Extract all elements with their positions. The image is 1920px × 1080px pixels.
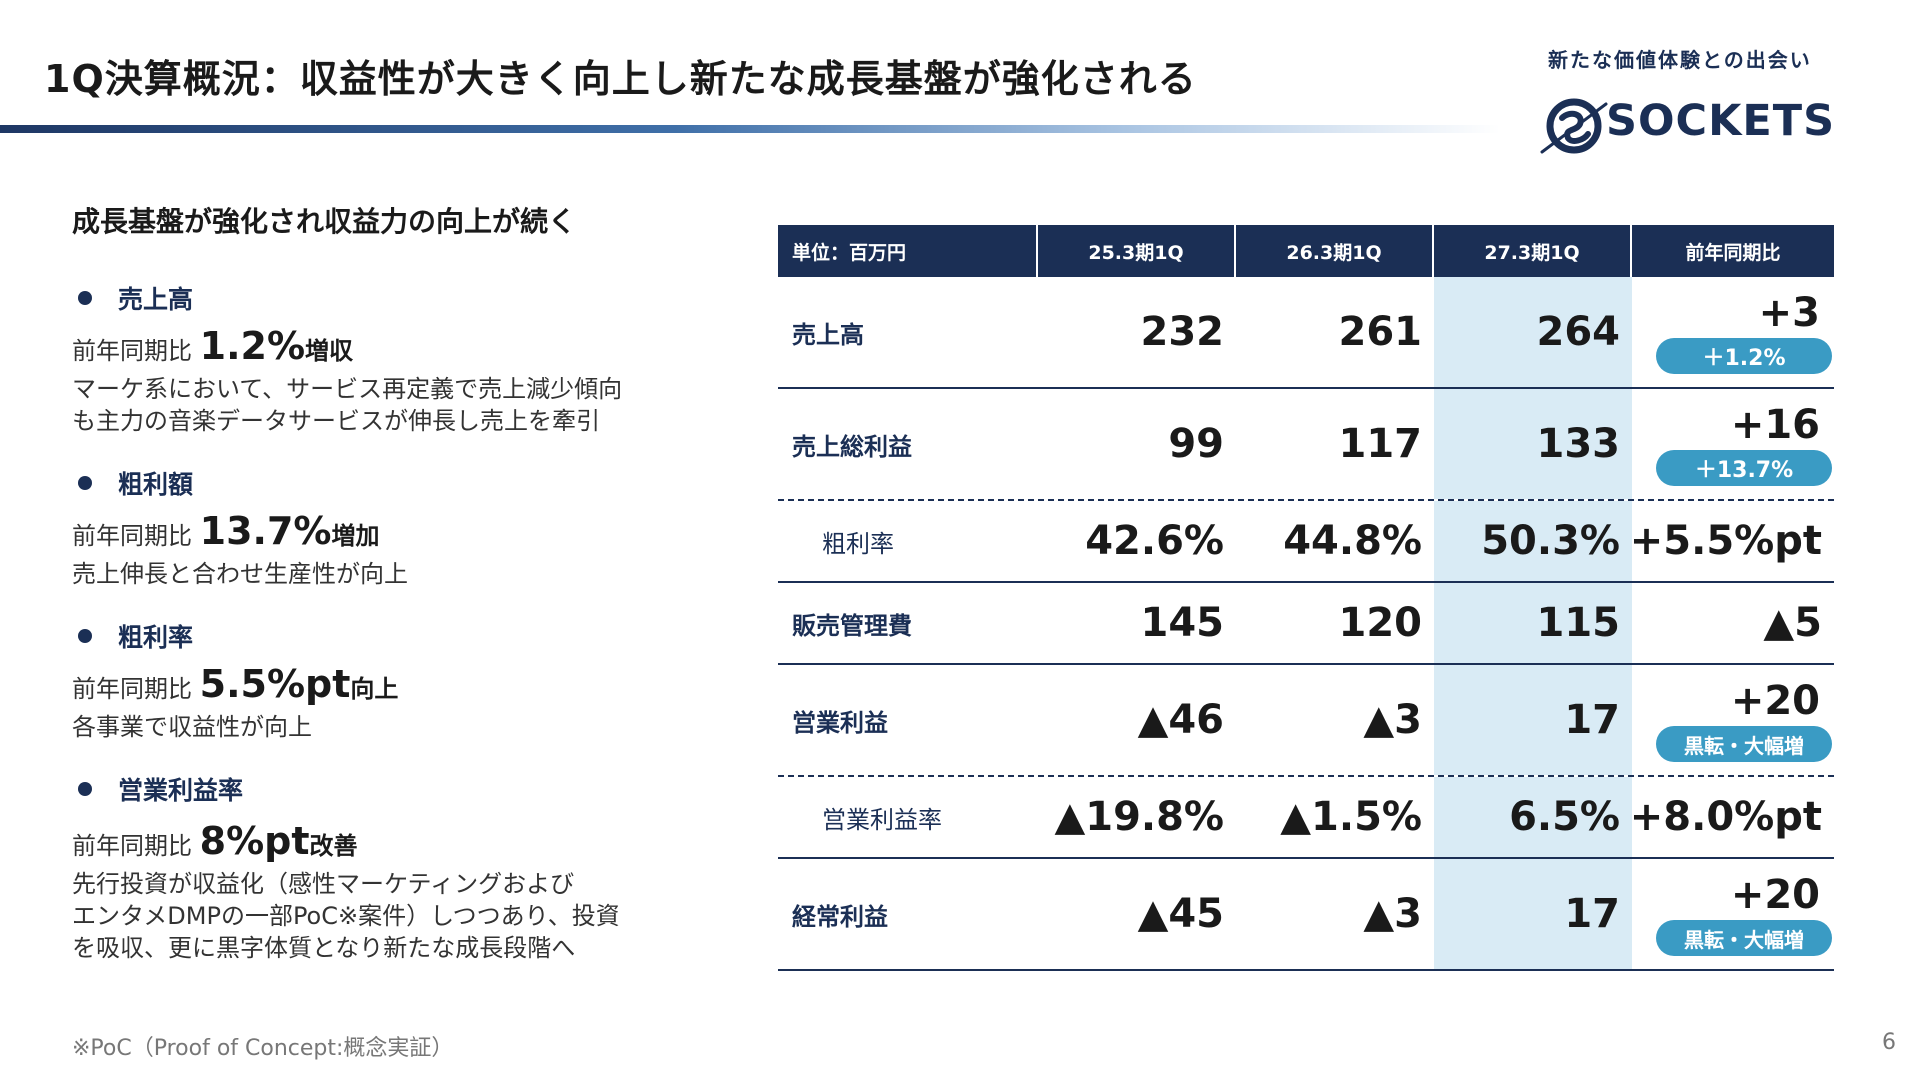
cell-yoy: +3 ＋1.2% xyxy=(1632,277,1834,387)
cell-value-current: 133 xyxy=(1434,389,1632,499)
cell-yoy: +20 黒転・大幅増 xyxy=(1632,665,1834,775)
bullet-icon xyxy=(78,476,92,490)
cell-value: ▲19.8% xyxy=(1054,794,1224,840)
yoy-diff: +16 xyxy=(1730,402,1820,448)
item-description: 各事業で収益性が向上 xyxy=(72,713,312,741)
cell-value-current: 17 xyxy=(1434,859,1632,969)
yoy-diff: +20 xyxy=(1730,678,1820,724)
item-heading: 粗利額 xyxy=(118,470,194,499)
sockets-logo: 新たな価値体験との出会い SOCKETS xyxy=(1540,44,1860,154)
cell-value: 261 xyxy=(1338,309,1423,355)
table-row: 粗利率 42.6% 44.8% 50.3% +5.5%pt xyxy=(778,501,1834,583)
logo-tagline: 新たな価値体験との出会い xyxy=(1548,48,1812,72)
cell-value: 99 xyxy=(1168,421,1224,467)
cell-value: ▲1.5% xyxy=(1280,794,1422,840)
summary-item-operating-margin: 営業利益率 前年同期比 8%pt改善 先行投資が収益化（感性マーケティングおよび… xyxy=(72,771,742,964)
summary-lead: 成長基盤が強化され収益力の向上が続く xyxy=(72,205,577,238)
page-number: 6 xyxy=(1882,1030,1896,1055)
cell-yoy: +5.5%pt xyxy=(1629,518,1822,564)
cell-value: 44.8% xyxy=(1283,518,1422,564)
table-row: 売上総利益 99 117 133 +16 ＋13.7% xyxy=(778,389,1834,501)
cell-value: ▲46 xyxy=(1137,697,1224,743)
cell-value-current: 17 xyxy=(1434,665,1632,775)
item-heading: 営業利益率 xyxy=(118,776,244,805)
bullet-icon xyxy=(78,291,92,305)
table-row: 経常利益 ▲45 ▲3 17 +20 黒転・大幅増 xyxy=(778,859,1834,971)
summary-item-gross-margin: 粗利率 前年同期比 5.5%pt向上 各事業で収益性が向上 xyxy=(72,618,742,743)
item-yoy: 前年同期比 5.5%pt向上 xyxy=(72,662,399,706)
cell-yoy: +16 ＋13.7% xyxy=(1632,389,1834,499)
item-yoy: 前年同期比 13.7%増加 xyxy=(72,509,380,553)
row-label: 営業利益率 xyxy=(822,805,942,834)
item-heading: 粗利率 xyxy=(118,623,194,652)
summary-item-sales: 売上高 前年同期比 1.2%増収 マーケ系において、サービス再定義で売上減少傾向… xyxy=(72,280,742,437)
cell-value-current: 264 xyxy=(1434,277,1632,387)
cell-value: ▲3 xyxy=(1363,697,1422,743)
table-header-cell: 25.3期1Q xyxy=(1038,225,1236,277)
row-label: 営業利益 xyxy=(792,708,888,737)
bullet-icon xyxy=(78,629,92,643)
table-header-cell: 前年同期比 xyxy=(1632,225,1834,277)
cell-value: 117 xyxy=(1338,421,1423,467)
table-row: 販売管理費 145 120 115 ▲5 xyxy=(778,583,1834,665)
financial-table: 単位：百万円 25.3期1Q 26.3期1Q 27.3期1Q 前年同期比 売上高… xyxy=(778,225,1834,971)
cell-value: 232 xyxy=(1140,309,1225,355)
cell-value: 145 xyxy=(1140,600,1225,646)
table-header-cell: 27.3期1Q xyxy=(1434,225,1632,277)
cell-value-current: 115 xyxy=(1434,583,1632,663)
yoy-badge: ＋13.7% xyxy=(1656,450,1832,486)
row-label: 経常利益 xyxy=(792,902,888,931)
page-title: 1Q決算概況：収益性が大きく向上し新たな成長基盤が強化される xyxy=(44,57,1197,101)
cell-value-current: 50.3% xyxy=(1434,501,1632,581)
item-description: 売上伸長と合わせ生産性が向上 xyxy=(72,560,408,588)
summary-item-gross-profit: 粗利額 前年同期比 13.7%増加 売上伸長と合わせ生産性が向上 xyxy=(72,465,742,590)
summary-panel: 成長基盤が強化され収益力の向上が続く 売上高 前年同期比 1.2%増収 マーケ系… xyxy=(72,200,742,992)
yoy-diff: +20 xyxy=(1730,872,1820,918)
cell-value: ▲45 xyxy=(1137,891,1224,937)
item-yoy: 前年同期比 1.2%増収 xyxy=(72,324,354,368)
row-label: 販売管理費 xyxy=(792,611,912,640)
row-label: 粗利率 xyxy=(822,529,894,558)
cell-yoy: +8.0%pt xyxy=(1629,794,1822,840)
yoy-badge: ＋1.2% xyxy=(1656,338,1832,374)
item-heading: 売上高 xyxy=(118,285,194,314)
sockets-logo-icon xyxy=(1540,98,1608,154)
item-yoy: 前年同期比 8%pt改善 xyxy=(72,819,358,863)
cell-yoy: +20 黒転・大幅増 xyxy=(1632,859,1834,969)
cell-value: 42.6% xyxy=(1085,518,1224,564)
footnote: ※PoC（Proof of Concept:概念実証） xyxy=(72,1036,454,1061)
item-description: 先行投資が収益化（感性マーケティングおよび エンタメDMPの一部PoC※案件）し… xyxy=(72,870,620,962)
cell-value: ▲3 xyxy=(1363,891,1422,937)
bullet-icon xyxy=(78,782,92,796)
yoy-diff: +3 xyxy=(1758,290,1820,336)
table-header-cell: 単位：百万円 xyxy=(778,225,1038,277)
yoy-badge: 黒転・大幅増 xyxy=(1656,726,1832,762)
yoy-badge: 黒転・大幅増 xyxy=(1656,920,1832,956)
row-label: 売上総利益 xyxy=(792,432,912,461)
row-label: 売上高 xyxy=(792,320,864,349)
table-header-row: 単位：百万円 25.3期1Q 26.3期1Q 27.3期1Q 前年同期比 xyxy=(778,225,1834,277)
table-row: 営業利益率 ▲19.8% ▲1.5% 6.5% +8.0%pt xyxy=(778,777,1834,859)
table-header-cell: 26.3期1Q xyxy=(1236,225,1434,277)
cell-value: 120 xyxy=(1338,600,1423,646)
table-row: 売上高 232 261 264 +3 ＋1.2% xyxy=(778,277,1834,389)
cell-value-current: 6.5% xyxy=(1434,777,1632,857)
cell-yoy: ▲5 xyxy=(1763,600,1822,646)
logo-wordmark: SOCKETS xyxy=(1606,96,1836,146)
item-description: マーケ系において、サービス再定義で売上減少傾向 も主力の音楽データサービスが伸長… xyxy=(72,375,623,435)
table-row: 営業利益 ▲46 ▲3 17 +20 黒転・大幅増 xyxy=(778,665,1834,777)
title-underline xyxy=(0,125,1500,133)
